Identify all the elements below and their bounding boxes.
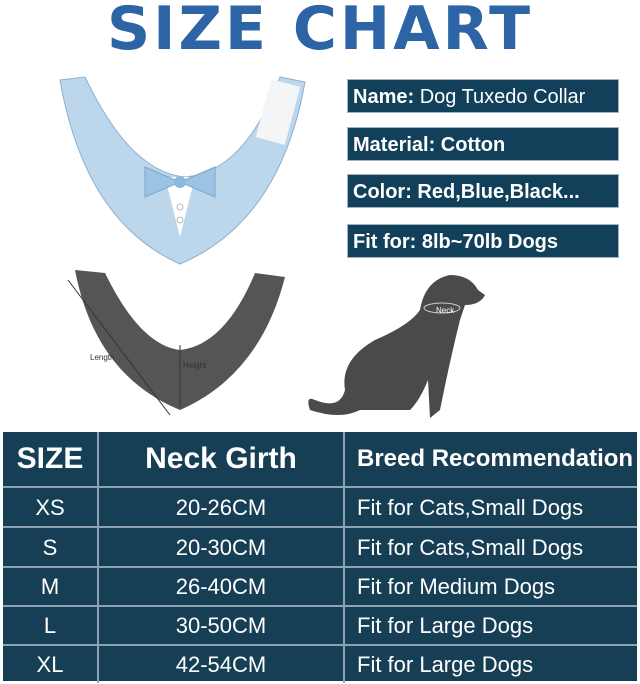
- table-row: M 26-40CM Fit for Medium Dogs: [3, 566, 637, 606]
- neck-cell: 20-26CM: [97, 488, 343, 527]
- size-cell: S: [42, 534, 58, 560]
- neck-cell: 26-40CM: [97, 568, 343, 606]
- table-row: XS 20-26CM Fit for Cats,Small Dogs: [3, 486, 637, 527]
- page-title: SIZE CHART: [106, 0, 534, 64]
- table-row: L 30-50CM Fit for Large Dogs: [3, 605, 637, 645]
- neck-label: Neck: [436, 306, 455, 315]
- table-row: S 20-30CM Fit for Cats,Small Dogs: [3, 526, 637, 567]
- size-cell: XL: [36, 651, 64, 677]
- breed-cell: Fit for Cats,Small Dogs: [343, 528, 637, 567]
- info-material: Material: Cotton: [347, 127, 619, 161]
- length-label: Length: [90, 353, 115, 362]
- breed-cell: Fit for Large Dogs: [343, 646, 637, 683]
- dog-silhouette: [308, 275, 485, 418]
- info-color: Color: Red,Blue,Black...: [347, 174, 619, 208]
- header-size: SIZE: [16, 442, 84, 475]
- size-cell: L: [43, 613, 57, 638]
- tuxedo-collar-image: [59, 76, 306, 265]
- neck-cell: 30-50CM: [97, 607, 343, 645]
- size-cell: XS: [35, 494, 65, 520]
- size-cell: M: [40, 574, 60, 599]
- size-table: SIZE Neck Girth Breed Recommendation XS …: [3, 432, 637, 683]
- height-label: Height: [183, 361, 207, 370]
- table-header: SIZE Neck Girth Breed Recommendation: [3, 432, 637, 486]
- header-breed: Breed Recommendation: [343, 432, 637, 486]
- table-row: XL 42-54CM Fit for Large Dogs: [3, 644, 637, 683]
- neck-cell: 42-54CM: [97, 646, 343, 683]
- breed-cell: Fit for Large Dogs: [343, 607, 637, 645]
- header-neck-girth: Neck Girth: [97, 432, 343, 486]
- breed-cell: Fit for Cats,Small Dogs: [343, 488, 637, 527]
- collar-dimensions-diagram: [67, 270, 285, 416]
- info-name: Name: Dog Tuxedo Collar: [347, 79, 619, 113]
- breed-cell: Fit for Medium Dogs: [343, 568, 637, 606]
- info-fit: Fit for: 8lb~70lb Dogs: [347, 224, 619, 258]
- neck-cell: 20-30CM: [97, 528, 343, 567]
